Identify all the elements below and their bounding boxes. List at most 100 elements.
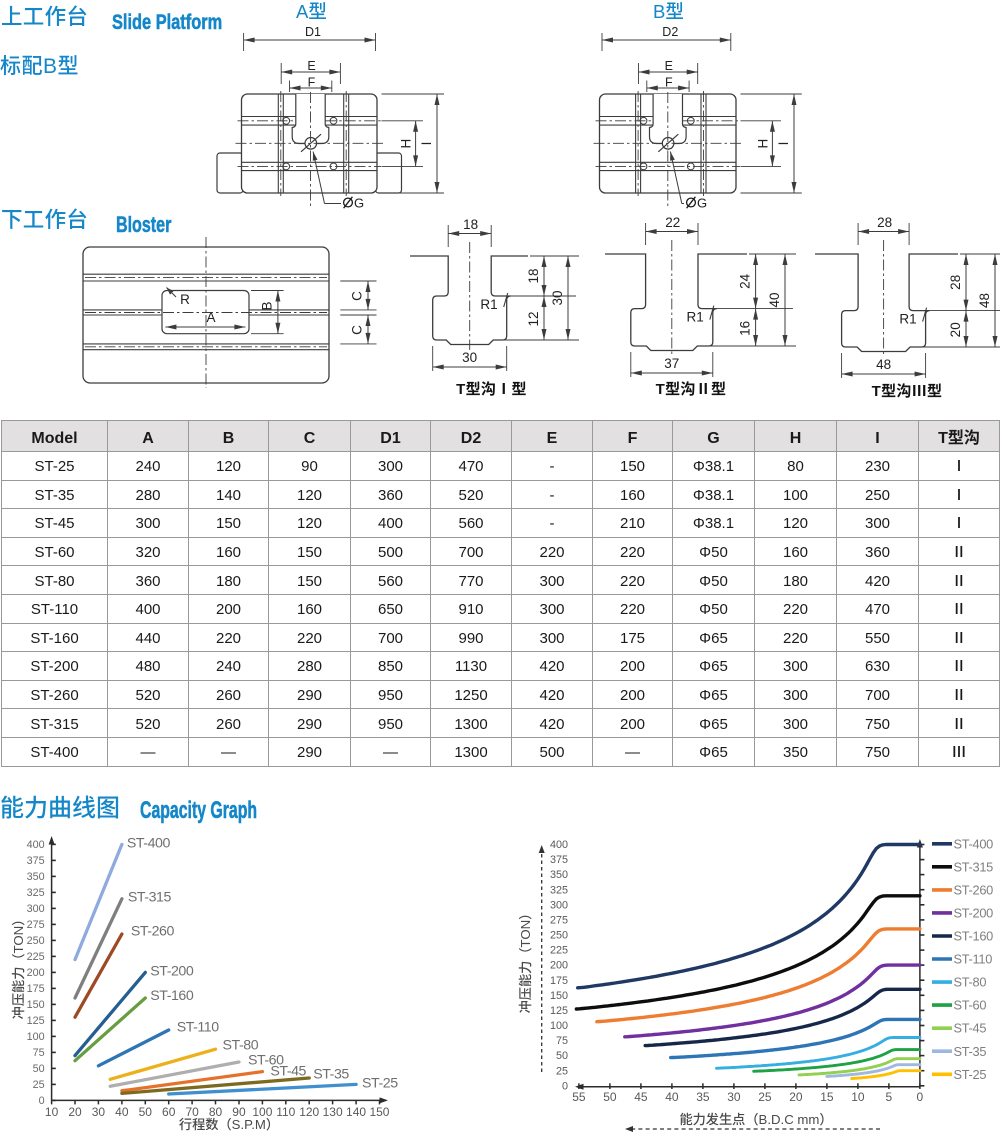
svg-text:30: 30: [92, 1103, 106, 1120]
svg-text:ST-25: ST-25: [954, 1064, 987, 1083]
svg-text:20: 20: [789, 1088, 803, 1105]
svg-text:22: 22: [665, 211, 680, 231]
svg-text:H: H: [751, 139, 771, 149]
svg-text:75: 75: [33, 1044, 45, 1060]
svg-text:12: 12: [522, 311, 542, 326]
svg-text:50: 50: [556, 1047, 568, 1063]
svg-text:20: 20: [68, 1103, 82, 1120]
svg-text:50: 50: [603, 1088, 617, 1105]
svg-text:175: 175: [27, 980, 45, 996]
svg-text:ST-35: ST-35: [313, 1064, 349, 1084]
svg-text:45: 45: [634, 1088, 648, 1105]
svg-text:ST-110: ST-110: [954, 949, 993, 968]
svg-text:C: C: [346, 325, 366, 335]
svg-text:10: 10: [45, 1103, 59, 1120]
svg-text:55: 55: [572, 1088, 586, 1105]
svg-text:T型沟Ⅰ型: T型沟Ⅰ型: [456, 378, 527, 399]
svg-text:275: 275: [550, 911, 568, 927]
svg-text:28: 28: [944, 275, 964, 290]
svg-text:40: 40: [665, 1088, 679, 1105]
svg-text:ST-60: ST-60: [248, 1050, 284, 1070]
svg-text:140: 140: [346, 1103, 366, 1120]
svg-text:ST-400: ST-400: [954, 833, 994, 852]
svg-text:G: G: [354, 193, 364, 212]
svg-text:100: 100: [27, 1028, 45, 1044]
svg-text:225: 225: [27, 948, 45, 964]
svg-text:15: 15: [820, 1088, 834, 1105]
svg-text:18: 18: [463, 213, 478, 233]
svg-text:325: 325: [27, 884, 45, 900]
svg-text:T型沟Ⅲ型: T型沟Ⅲ型: [872, 380, 943, 401]
svg-text:C: C: [346, 291, 366, 301]
svg-text:G: G: [697, 193, 707, 212]
svg-text:130: 130: [323, 1103, 343, 1120]
svg-text:48: 48: [876, 353, 891, 373]
svg-text:I: I: [415, 142, 435, 146]
svg-text:R: R: [180, 288, 190, 308]
svg-text:40: 40: [763, 292, 783, 307]
svg-text:ST-45: ST-45: [270, 1061, 306, 1081]
svg-text:110: 110: [276, 1103, 295, 1120]
svg-text:70: 70: [185, 1103, 199, 1120]
svg-text:ST-400: ST-400: [127, 832, 171, 852]
svg-text:30: 30: [727, 1088, 741, 1105]
svg-text:175: 175: [550, 972, 568, 988]
svg-text:150: 150: [550, 987, 568, 1003]
svg-text:ST-160: ST-160: [954, 926, 994, 945]
svg-text:30: 30: [462, 346, 477, 366]
svg-text:I: I: [772, 142, 792, 146]
svg-text:0: 0: [562, 1077, 568, 1093]
svg-text:ST-200: ST-200: [150, 960, 194, 980]
svg-text:B: B: [256, 301, 276, 310]
svg-text:10: 10: [851, 1088, 865, 1105]
svg-text:100: 100: [550, 1017, 568, 1033]
svg-text:冲压能力（TON）: 冲压能力（TON）: [515, 907, 534, 1014]
svg-text:28: 28: [877, 211, 892, 231]
svg-text:24: 24: [734, 273, 754, 289]
svg-text:200: 200: [550, 957, 568, 973]
svg-text:250: 250: [550, 927, 568, 943]
svg-text:35: 35: [696, 1088, 710, 1105]
svg-text:75: 75: [556, 1032, 568, 1048]
svg-text:350: 350: [27, 868, 45, 884]
svg-text:90: 90: [232, 1103, 246, 1120]
svg-text:120: 120: [299, 1103, 319, 1120]
svg-text:20: 20: [944, 322, 964, 337]
svg-text:100: 100: [252, 1103, 272, 1120]
svg-text:16: 16: [734, 321, 754, 336]
svg-text:R1: R1: [687, 306, 704, 326]
svg-text:400: 400: [550, 836, 568, 852]
svg-text:能力发生点（B.D.C mm）: 能力发生点（B.D.C mm）: [679, 1109, 832, 1128]
svg-text:ST-160: ST-160: [150, 985, 194, 1005]
svg-text:225: 225: [550, 942, 568, 958]
svg-text:T型沟Ⅱ型: T型沟Ⅱ型: [656, 378, 727, 399]
svg-text:50: 50: [33, 1060, 45, 1076]
svg-text:150: 150: [369, 1103, 389, 1120]
svg-text:H: H: [395, 139, 415, 149]
svg-text:25: 25: [556, 1062, 568, 1078]
svg-text:行程数（S.P.M）: 行程数（S.P.M）: [179, 1114, 279, 1133]
svg-text:0: 0: [39, 1092, 45, 1108]
svg-text:冲压能力（TON）: 冲压能力（TON）: [8, 913, 27, 1020]
svg-text:25: 25: [758, 1088, 772, 1105]
svg-text:ST-110: ST-110: [177, 1017, 220, 1037]
svg-text:37: 37: [664, 352, 679, 372]
svg-text:ST-35: ST-35: [954, 1041, 987, 1060]
svg-text:ST-260: ST-260: [954, 879, 994, 898]
svg-text:A: A: [206, 306, 215, 326]
svg-text:125: 125: [550, 1002, 568, 1018]
svg-text:350: 350: [550, 866, 568, 882]
svg-text:ST-200: ST-200: [954, 902, 994, 921]
svg-text:375: 375: [27, 852, 45, 868]
svg-text:275: 275: [27, 916, 45, 932]
svg-text:R1: R1: [480, 293, 497, 313]
svg-text:ST-80: ST-80: [223, 1035, 259, 1055]
svg-text:ST-315: ST-315: [128, 886, 172, 906]
svg-text:200: 200: [27, 964, 45, 980]
svg-text:25: 25: [33, 1076, 45, 1092]
svg-text:0: 0: [917, 1088, 924, 1105]
svg-text:ST-25: ST-25: [362, 1072, 398, 1092]
svg-text:ST-260: ST-260: [131, 921, 175, 941]
svg-text:D2: D2: [662, 21, 678, 40]
svg-text:375: 375: [550, 851, 568, 867]
